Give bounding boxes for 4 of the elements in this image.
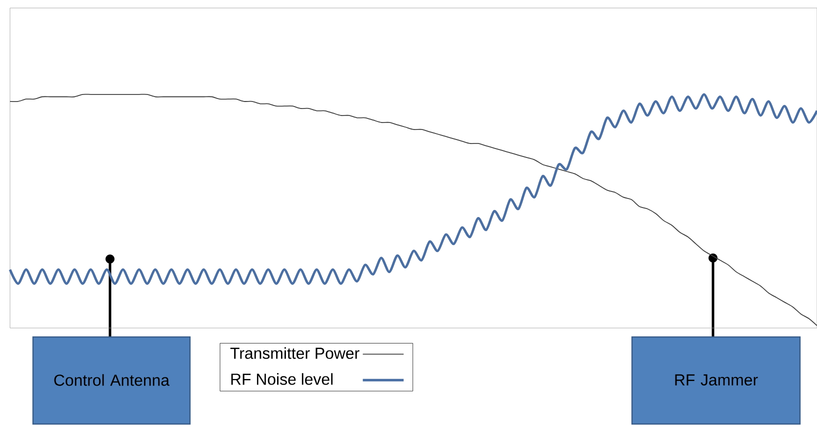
legend-label: Transmitter Power <box>230 347 360 359</box>
legend-label: RF Noise level <box>231 373 333 385</box>
text: RF Jammer <box>675 374 758 386</box>
text: Control Antenna <box>54 374 170 386</box>
